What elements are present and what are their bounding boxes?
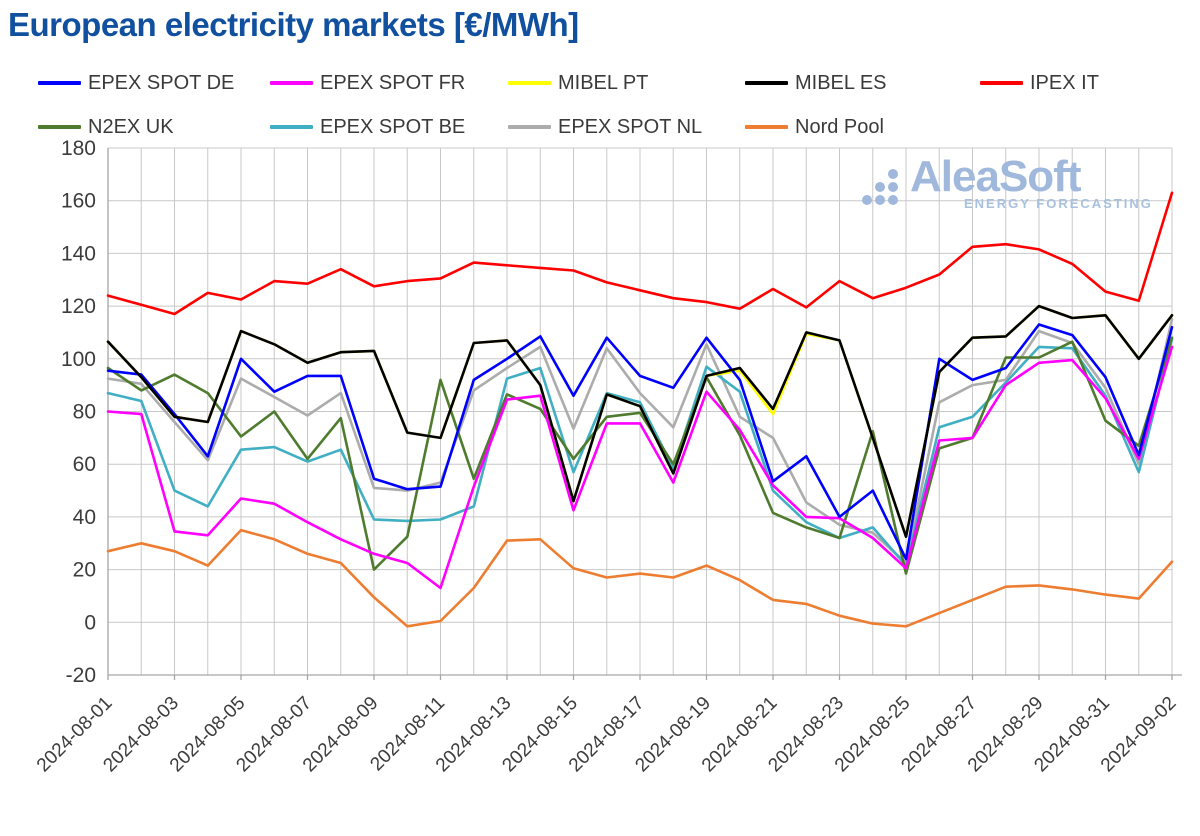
series-line-ipex-it — [106, 191, 1174, 316]
series-line-nord-pool — [106, 528, 1174, 628]
y-tick-label: 120 — [61, 295, 96, 318]
y-tick-label: 140 — [61, 242, 96, 265]
legend-item-epex-spot-be: EPEX SPOT BE — [270, 112, 465, 142]
legend-item-epex-spot-fr: EPEX SPOT FR — [270, 68, 465, 98]
legend-swatch-icon — [508, 125, 551, 129]
legend-swatch-icon — [745, 81, 788, 85]
series-line-mibel-es — [106, 304, 1174, 539]
legend-label: EPEX SPOT NL — [558, 115, 703, 138]
legend-label: Nord Pool — [795, 115, 884, 138]
legend-swatch-icon — [508, 81, 551, 85]
legend-item-epex-spot-nl: EPEX SPOT NL — [508, 112, 702, 142]
legend-label: IPEX IT — [1030, 71, 1099, 94]
legend-label: EPEX SPOT FR — [320, 71, 466, 94]
chart-title: European electricity markets [€/MWh] — [8, 6, 579, 43]
y-tick-label: 20 — [73, 559, 96, 582]
y-tick-label: 60 — [73, 453, 96, 476]
y-tick-label: 180 — [61, 137, 96, 160]
legend-swatch-icon — [38, 81, 81, 85]
legend-label: N2EX UK — [88, 115, 174, 138]
legend-item-mibel-es: MIBEL ES — [745, 68, 887, 98]
legend-item-n2ex-uk: N2EX UK — [38, 112, 174, 142]
legend-item-epex-spot-de: EPEX SPOT DE — [38, 68, 234, 98]
legend-swatch-icon — [38, 125, 81, 129]
legend-item-mibel-pt: MIBEL PT — [508, 68, 648, 98]
legend-swatch-icon — [270, 81, 313, 85]
series-line-epex-spot-be — [106, 337, 1174, 567]
legend-item-nord-pool: Nord Pool — [745, 112, 884, 142]
y-tick-label: 0 — [84, 611, 96, 634]
series-line-n2ex-uk — [106, 336, 1174, 575]
y-tick-label: 80 — [73, 401, 96, 424]
y-tick-label: 100 — [61, 348, 96, 371]
legend-label: EPEX SPOT DE — [88, 71, 235, 94]
legend-swatch-icon — [270, 125, 313, 129]
series-line-epex-spot-fr — [106, 345, 1174, 590]
legend-label: MIBEL ES — [795, 71, 887, 94]
series-line-epex-spot-de — [106, 323, 1174, 561]
legend-item-ipex-it: IPEX IT — [980, 68, 1099, 98]
y-tick-label: 160 — [61, 190, 96, 213]
legend-label: MIBEL PT — [558, 71, 649, 94]
legend-swatch-icon — [745, 125, 788, 129]
chart-legend: EPEX SPOT DE EPEX SPOT FR MIBEL PT MIBEL ES… — [0, 60, 1200, 148]
legend-label: EPEX SPOT BE — [320, 115, 466, 138]
legend-swatch-icon — [980, 81, 1023, 85]
y-tick-label: 40 — [73, 506, 96, 529]
y-tick-label: -20 — [66, 664, 96, 687]
